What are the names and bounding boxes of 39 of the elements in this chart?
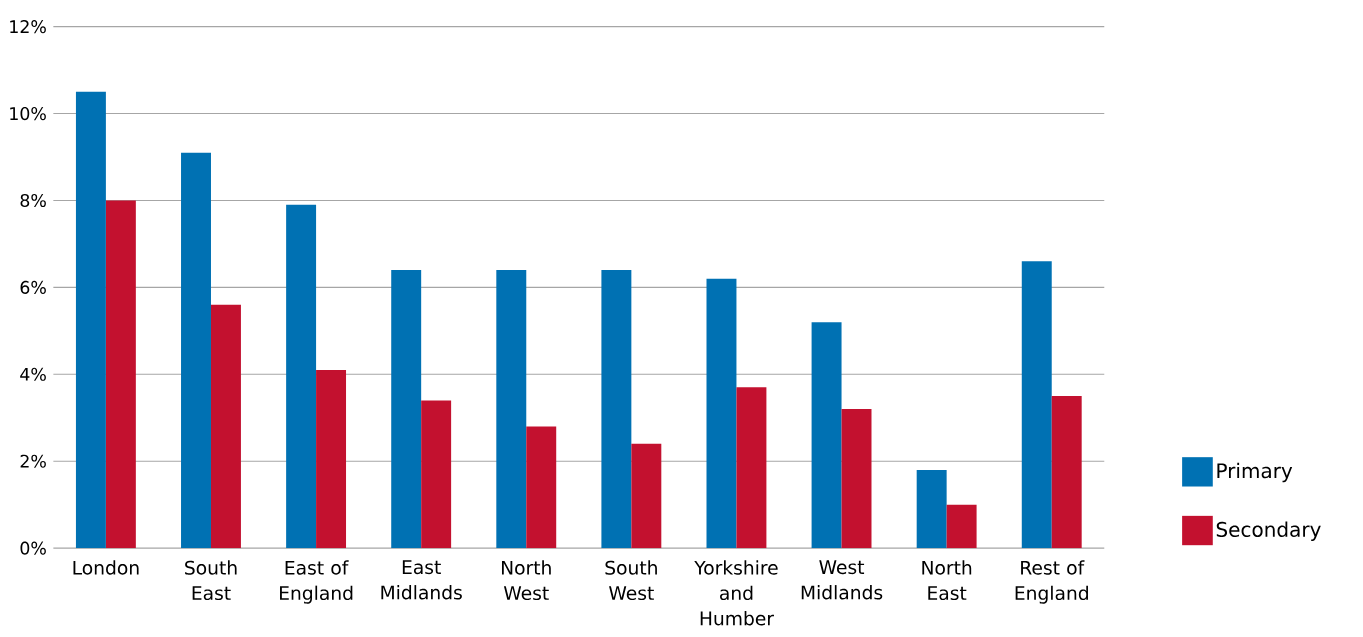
bar — [105, 200, 136, 548]
bar — [421, 400, 452, 548]
bar — [75, 91, 106, 548]
bar — [946, 504, 977, 548]
x-tick-label: East of England — [280, 560, 353, 604]
legend-label: Primary — [1217, 462, 1293, 482]
bar — [736, 387, 767, 548]
x-tick-label: North East — [922, 560, 972, 600]
bar — [210, 304, 241, 548]
bar — [391, 269, 422, 548]
y-tick-label: 6% — [20, 280, 46, 294]
bar — [811, 321, 842, 548]
y-tick-label: 8% — [20, 193, 46, 207]
y-tick-label: 4% — [20, 367, 46, 381]
x-tick-label: West Midlands — [801, 560, 883, 600]
bar — [286, 204, 317, 548]
x-tick-label: South West — [605, 560, 657, 600]
bar — [841, 408, 872, 548]
bar — [316, 369, 347, 548]
bar — [496, 269, 527, 548]
bar — [526, 426, 557, 548]
bar — [601, 269, 632, 548]
x-tick-label: Rest of England — [1015, 560, 1088, 604]
x-tick-label: East Midlands — [381, 560, 462, 600]
x-tick-label: Yorkshire and Humber — [694, 560, 778, 626]
bar — [706, 278, 737, 548]
bar — [631, 443, 662, 548]
bar — [1021, 261, 1052, 548]
x-tick-label: North West — [501, 560, 551, 600]
y-tick-label: 12% — [10, 19, 46, 33]
y-tick-label: 0% — [20, 541, 46, 555]
legend-label: Secondary — [1216, 521, 1321, 541]
y-tick-label: 2% — [20, 454, 46, 468]
x-tick-label: South East — [185, 560, 237, 600]
y-tick-label: 10% — [10, 106, 46, 120]
x-tick-label: London — [73, 560, 139, 575]
bar — [1051, 395, 1082, 548]
bar — [181, 152, 211, 548]
bar — [916, 469, 947, 548]
